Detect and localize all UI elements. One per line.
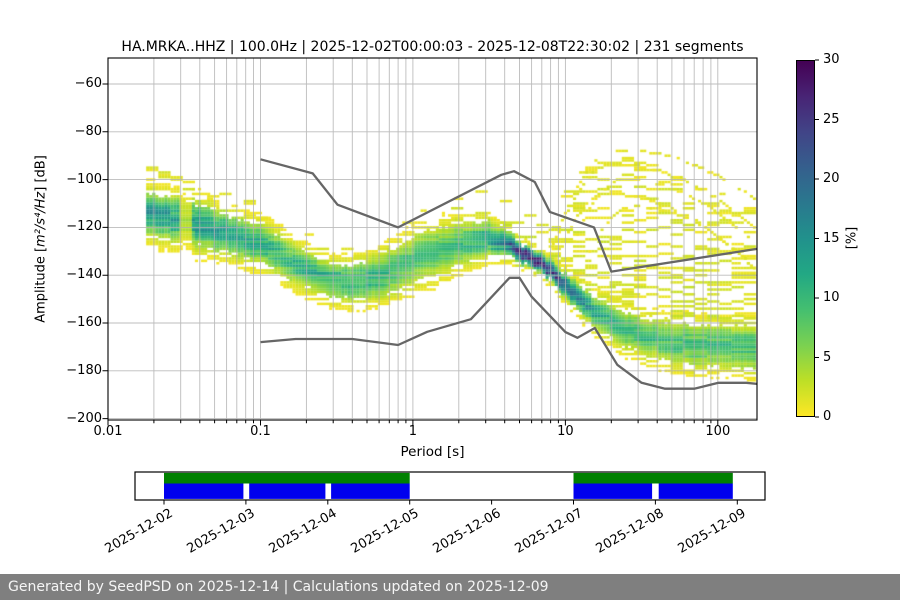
x-tick-label: 0.1 [250,424,271,439]
y-tick-label: −100 [66,171,102,187]
y-tick-label: −140 [66,267,102,283]
x-tick-label: 100 [705,424,731,439]
timeline-date-label: 2025-12-02 [102,506,176,557]
footer-bar: Generated by SeedPSD on 2025-12-14 | Cal… [0,574,900,600]
plot-title: HA.MRKA..HHZ | 100.0Hz | 2025-12-02T00:0… [121,39,744,55]
x-tick-label: 1 [408,424,418,439]
colorbar-tick-label: 30 [823,52,840,67]
colorbar-tick-label: 25 [823,111,840,127]
colorbar-tick-marks [815,59,819,418]
colorbar-tick-label: 15 [823,230,840,246]
coverage-segment [164,472,410,484]
y-tick-label: −60 [74,76,102,91]
colorbar-tick-label: 5 [823,349,832,365]
colorbar-tick-label: 20 [823,171,840,186]
x-tick-label: 10 [557,424,574,439]
timeline-date-label: 2025-12-03 [184,506,258,557]
coverage-segment [573,483,653,499]
ppsd-heatmap-canvas [108,58,757,420]
y-tick-label: −120 [66,219,102,235]
timeline-date-label: 2025-12-05 [348,506,422,557]
timeline-date-label: 2025-12-08 [593,506,667,557]
x-tick-label: 0.01 [93,424,123,439]
timeline-box [134,471,766,501]
x-axis-label: Period [s] [400,444,465,460]
coverage-segment [331,483,410,499]
coverage-segment [249,483,326,499]
colorbar-tick-label: 0 [823,409,832,424]
timeline-tick-marks [163,500,738,505]
footer-text: Generated by SeedPSD on 2025-12-14 | Cal… [8,579,549,595]
colorbar-gradient [796,60,815,417]
y-axis-label-prefix: Amplitude [ [33,246,49,323]
y-tick-label: −160 [66,315,102,330]
coverage-segment [573,472,733,484]
y-tick-label: −200 [66,410,102,426]
y-tick-label: −80 [74,123,102,139]
timeline-date-label: 2025-12-07 [512,506,585,557]
timeline-date-label: 2025-12-06 [430,506,504,557]
colorbar-tick-label: 10 [823,290,840,305]
timeline-date-label: 2025-12-09 [675,506,749,557]
timeline-date-label: 2025-12-04 [266,506,340,557]
y-tick-label: −180 [66,362,102,378]
coverage-segment [658,483,733,499]
coverage-segment [164,483,244,499]
